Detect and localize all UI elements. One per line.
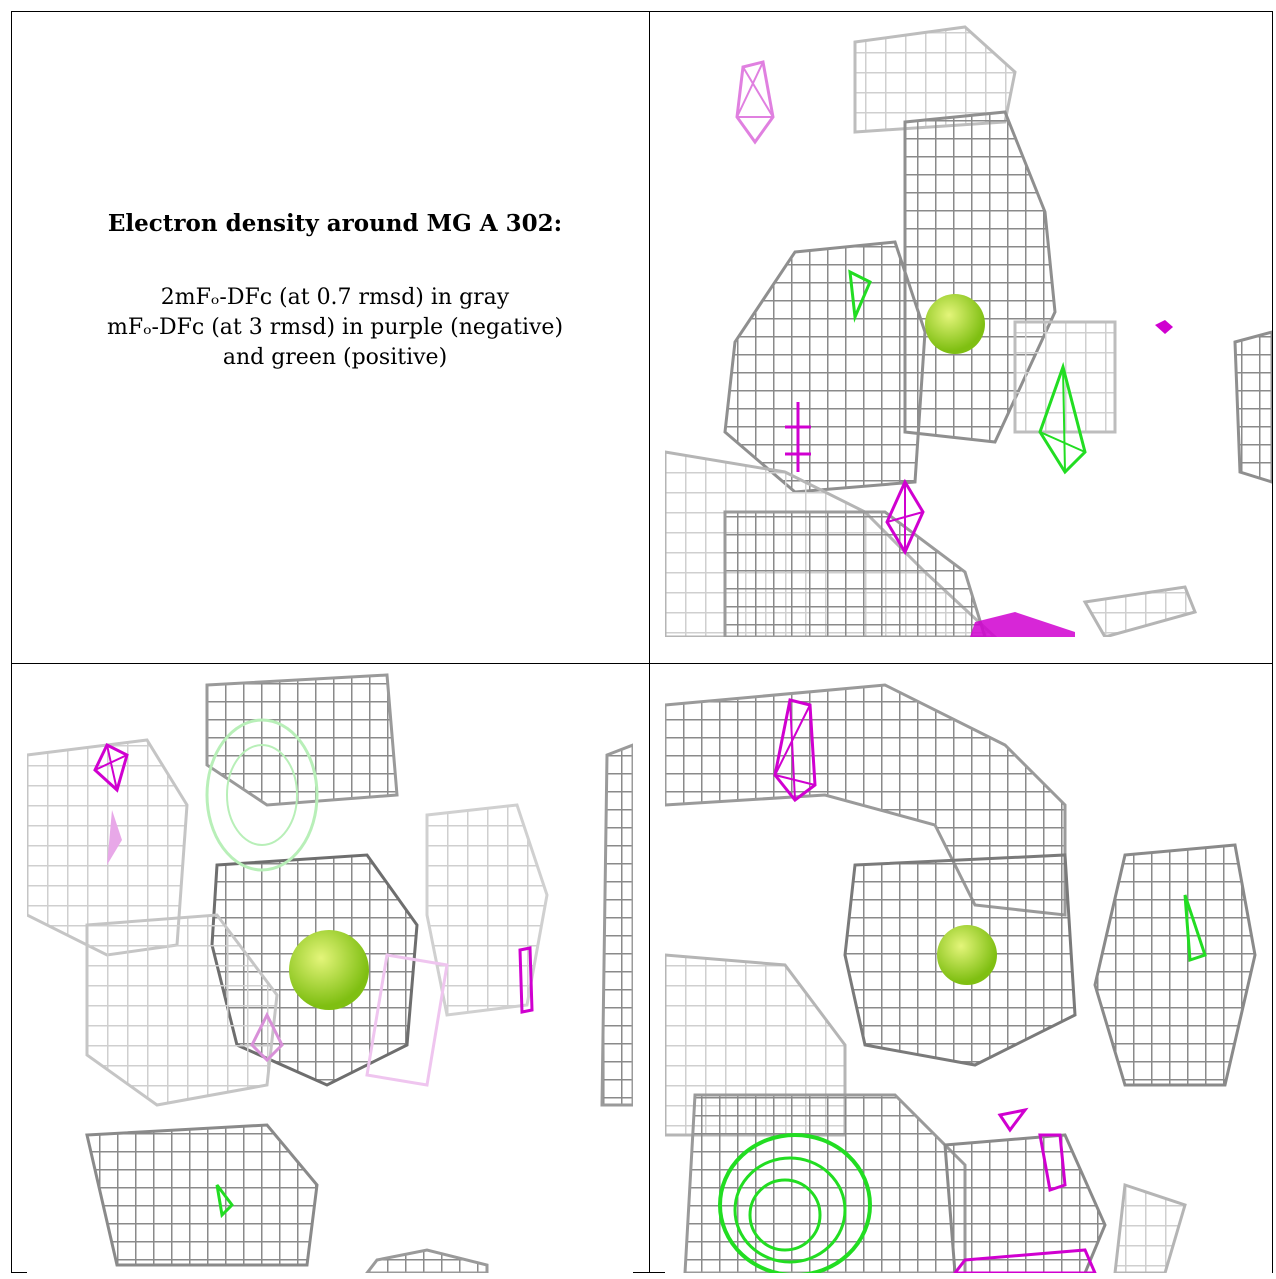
magnesium-atom <box>925 294 985 354</box>
density-view-1 <box>665 12 1272 637</box>
grid-divider-horizontal <box>11 663 1273 664</box>
caption-line-fofc: mFₒ-DFᴄ (at 3 rmsd) in purple (negative) <box>106 315 564 340</box>
mesh-negative-fofc <box>93 742 534 1087</box>
mesh-positive-fofc <box>718 894 1207 1273</box>
figure-frame <box>11 11 1273 1273</box>
caption-line-colors: and green (positive) <box>222 345 448 370</box>
density-view-3 <box>665 665 1272 1273</box>
mesh-positive-fofc <box>205 718 319 1219</box>
mesh-negative-fofc <box>735 60 1173 637</box>
caption-line-2fofc: 2mFₒ-DFᴄ (at 0.7 rmsd) in gray <box>160 285 510 310</box>
mesh-2fofc <box>665 25 1272 637</box>
density-view-2 <box>27 665 633 1273</box>
caption: Electron density around MG A 302: 2mFₒ-D… <box>40 210 630 373</box>
magnesium-atom <box>937 925 997 985</box>
caption-heading: Electron density around MG A 302: <box>107 210 563 237</box>
grid-divider-vertical <box>649 11 650 1273</box>
mesh-positive-fofc <box>848 269 1087 475</box>
mesh-negative-fofc <box>773 698 1097 1273</box>
magnesium-atom <box>289 930 369 1010</box>
